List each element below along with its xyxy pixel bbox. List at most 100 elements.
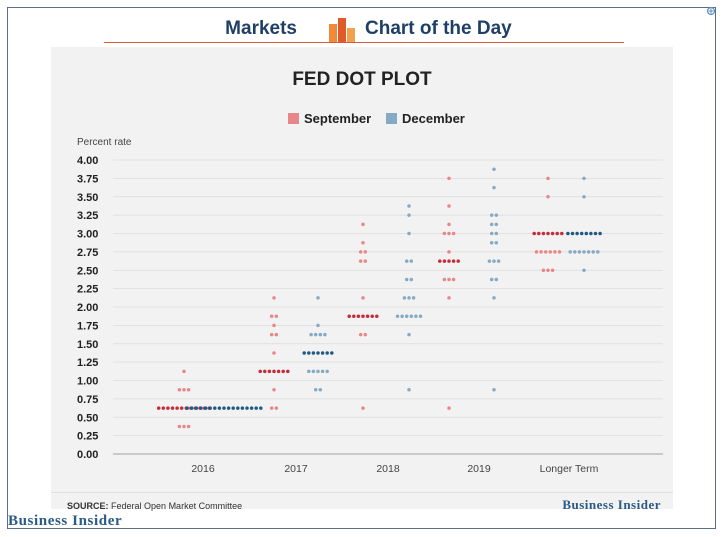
- x-tick-label: 2017: [284, 463, 308, 475]
- y-tick-label: 4.00: [77, 155, 98, 167]
- dot-september: [182, 424, 186, 429]
- dot-september: [179, 406, 184, 410]
- dot-december: [575, 231, 579, 236]
- dot-december: [325, 369, 329, 374]
- dot-september: [161, 406, 166, 410]
- x-tick-label: 2018: [376, 463, 400, 475]
- dot-december: [409, 314, 414, 318]
- chart-title: FED DOT PLOT: [292, 69, 432, 90]
- y-tick-label: 2.50: [77, 265, 98, 277]
- y-tick-label: 3.50: [77, 192, 98, 204]
- legend-item-september: September: [288, 111, 371, 126]
- dot-december: [487, 259, 492, 263]
- x-tick-label: Longer Term: [540, 463, 599, 475]
- dot-september: [258, 369, 262, 374]
- dot-september: [546, 195, 550, 199]
- dot-september: [363, 332, 368, 337]
- dot-december: [208, 406, 212, 410]
- dot-september: [447, 231, 451, 236]
- dot-september: [375, 314, 379, 318]
- dot-september: [363, 259, 368, 263]
- dot-december: [185, 406, 189, 410]
- dot-december: [492, 387, 496, 392]
- dot-december: [407, 213, 411, 217]
- dot-september: [269, 314, 274, 318]
- dot-december: [418, 314, 423, 318]
- dot-december: [570, 231, 575, 236]
- dot-september: [532, 231, 536, 236]
- dot-september: [553, 250, 557, 254]
- dot-december: [593, 231, 598, 236]
- dot-december: [492, 259, 496, 263]
- dot-december: [213, 406, 217, 410]
- dot-december: [496, 259, 501, 263]
- dot-september: [269, 406, 274, 410]
- dot-september: [170, 406, 175, 410]
- source-prefix: SOURCE:: [67, 501, 109, 511]
- dot-december: [259, 406, 263, 410]
- dot-september: [546, 268, 550, 272]
- dot-september: [272, 296, 276, 300]
- dot-december: [489, 213, 494, 217]
- dot-september: [438, 259, 442, 263]
- dot-september: [447, 259, 451, 263]
- dot-december: [407, 387, 411, 392]
- dot-december: [199, 406, 203, 410]
- dot-september: [272, 351, 276, 355]
- chart-card: FED DOT PLOT September December Percent …: [51, 47, 673, 512]
- dot-december: [407, 332, 411, 337]
- dot-december: [407, 231, 411, 236]
- dot-december: [492, 167, 496, 171]
- dot-september: [447, 250, 451, 254]
- dot-december: [411, 296, 416, 300]
- dot-december: [309, 332, 313, 337]
- dot-december: [318, 332, 323, 337]
- dot-september: [267, 369, 272, 374]
- dot-december: [492, 185, 496, 190]
- dot-december: [596, 250, 600, 254]
- dot-september: [358, 259, 363, 263]
- dot-december: [313, 332, 318, 337]
- dot-december: [494, 231, 499, 236]
- dot-december: [400, 314, 404, 318]
- dot-september: [447, 204, 451, 208]
- dot-december: [320, 369, 325, 374]
- dot-december: [573, 250, 577, 254]
- dot-december: [307, 369, 311, 374]
- plot-area: Percent rate 0.00 0.25 0.50 0.75 1.00 1.25 1.50…: [77, 137, 663, 475]
- expand-corner-icon[interactable]: [706, 6, 716, 16]
- dot-december: [407, 204, 411, 208]
- dot-september: [156, 406, 161, 410]
- dot-december: [582, 268, 586, 272]
- dot-december: [568, 250, 572, 254]
- y-tick-label: 1.50: [77, 339, 98, 351]
- dot-december: [414, 314, 418, 318]
- markets-label: Markets: [225, 18, 297, 39]
- dot-september: [447, 277, 451, 282]
- dot-september: [550, 268, 555, 272]
- dot-december: [231, 406, 235, 410]
- dot-september: [186, 387, 191, 392]
- dot-september: [456, 259, 460, 263]
- dot-december: [489, 222, 494, 227]
- dot-september: [537, 231, 541, 236]
- y-tick-label: 0.00: [77, 449, 98, 461]
- dot-december: [226, 406, 231, 410]
- x-tick-label: 2019: [467, 463, 491, 475]
- dot-december: [307, 351, 311, 355]
- y-axis-label: Percent rate: [77, 137, 132, 148]
- dot-september: [546, 231, 550, 236]
- dot-september: [347, 314, 351, 318]
- chart-of-the-day-label: Chart of the Day: [365, 18, 512, 39]
- dot-december: [589, 231, 593, 236]
- dot-december: [494, 222, 499, 227]
- dot-december: [302, 351, 306, 355]
- dot-september: [274, 332, 279, 337]
- dot-december: [316, 296, 320, 300]
- dot-september: [274, 314, 279, 318]
- dot-september: [546, 176, 550, 181]
- header: Markets Chart of the Day: [8, 12, 715, 42]
- dot-september: [447, 296, 451, 300]
- dot-december: [254, 406, 258, 410]
- dot-december: [318, 387, 323, 392]
